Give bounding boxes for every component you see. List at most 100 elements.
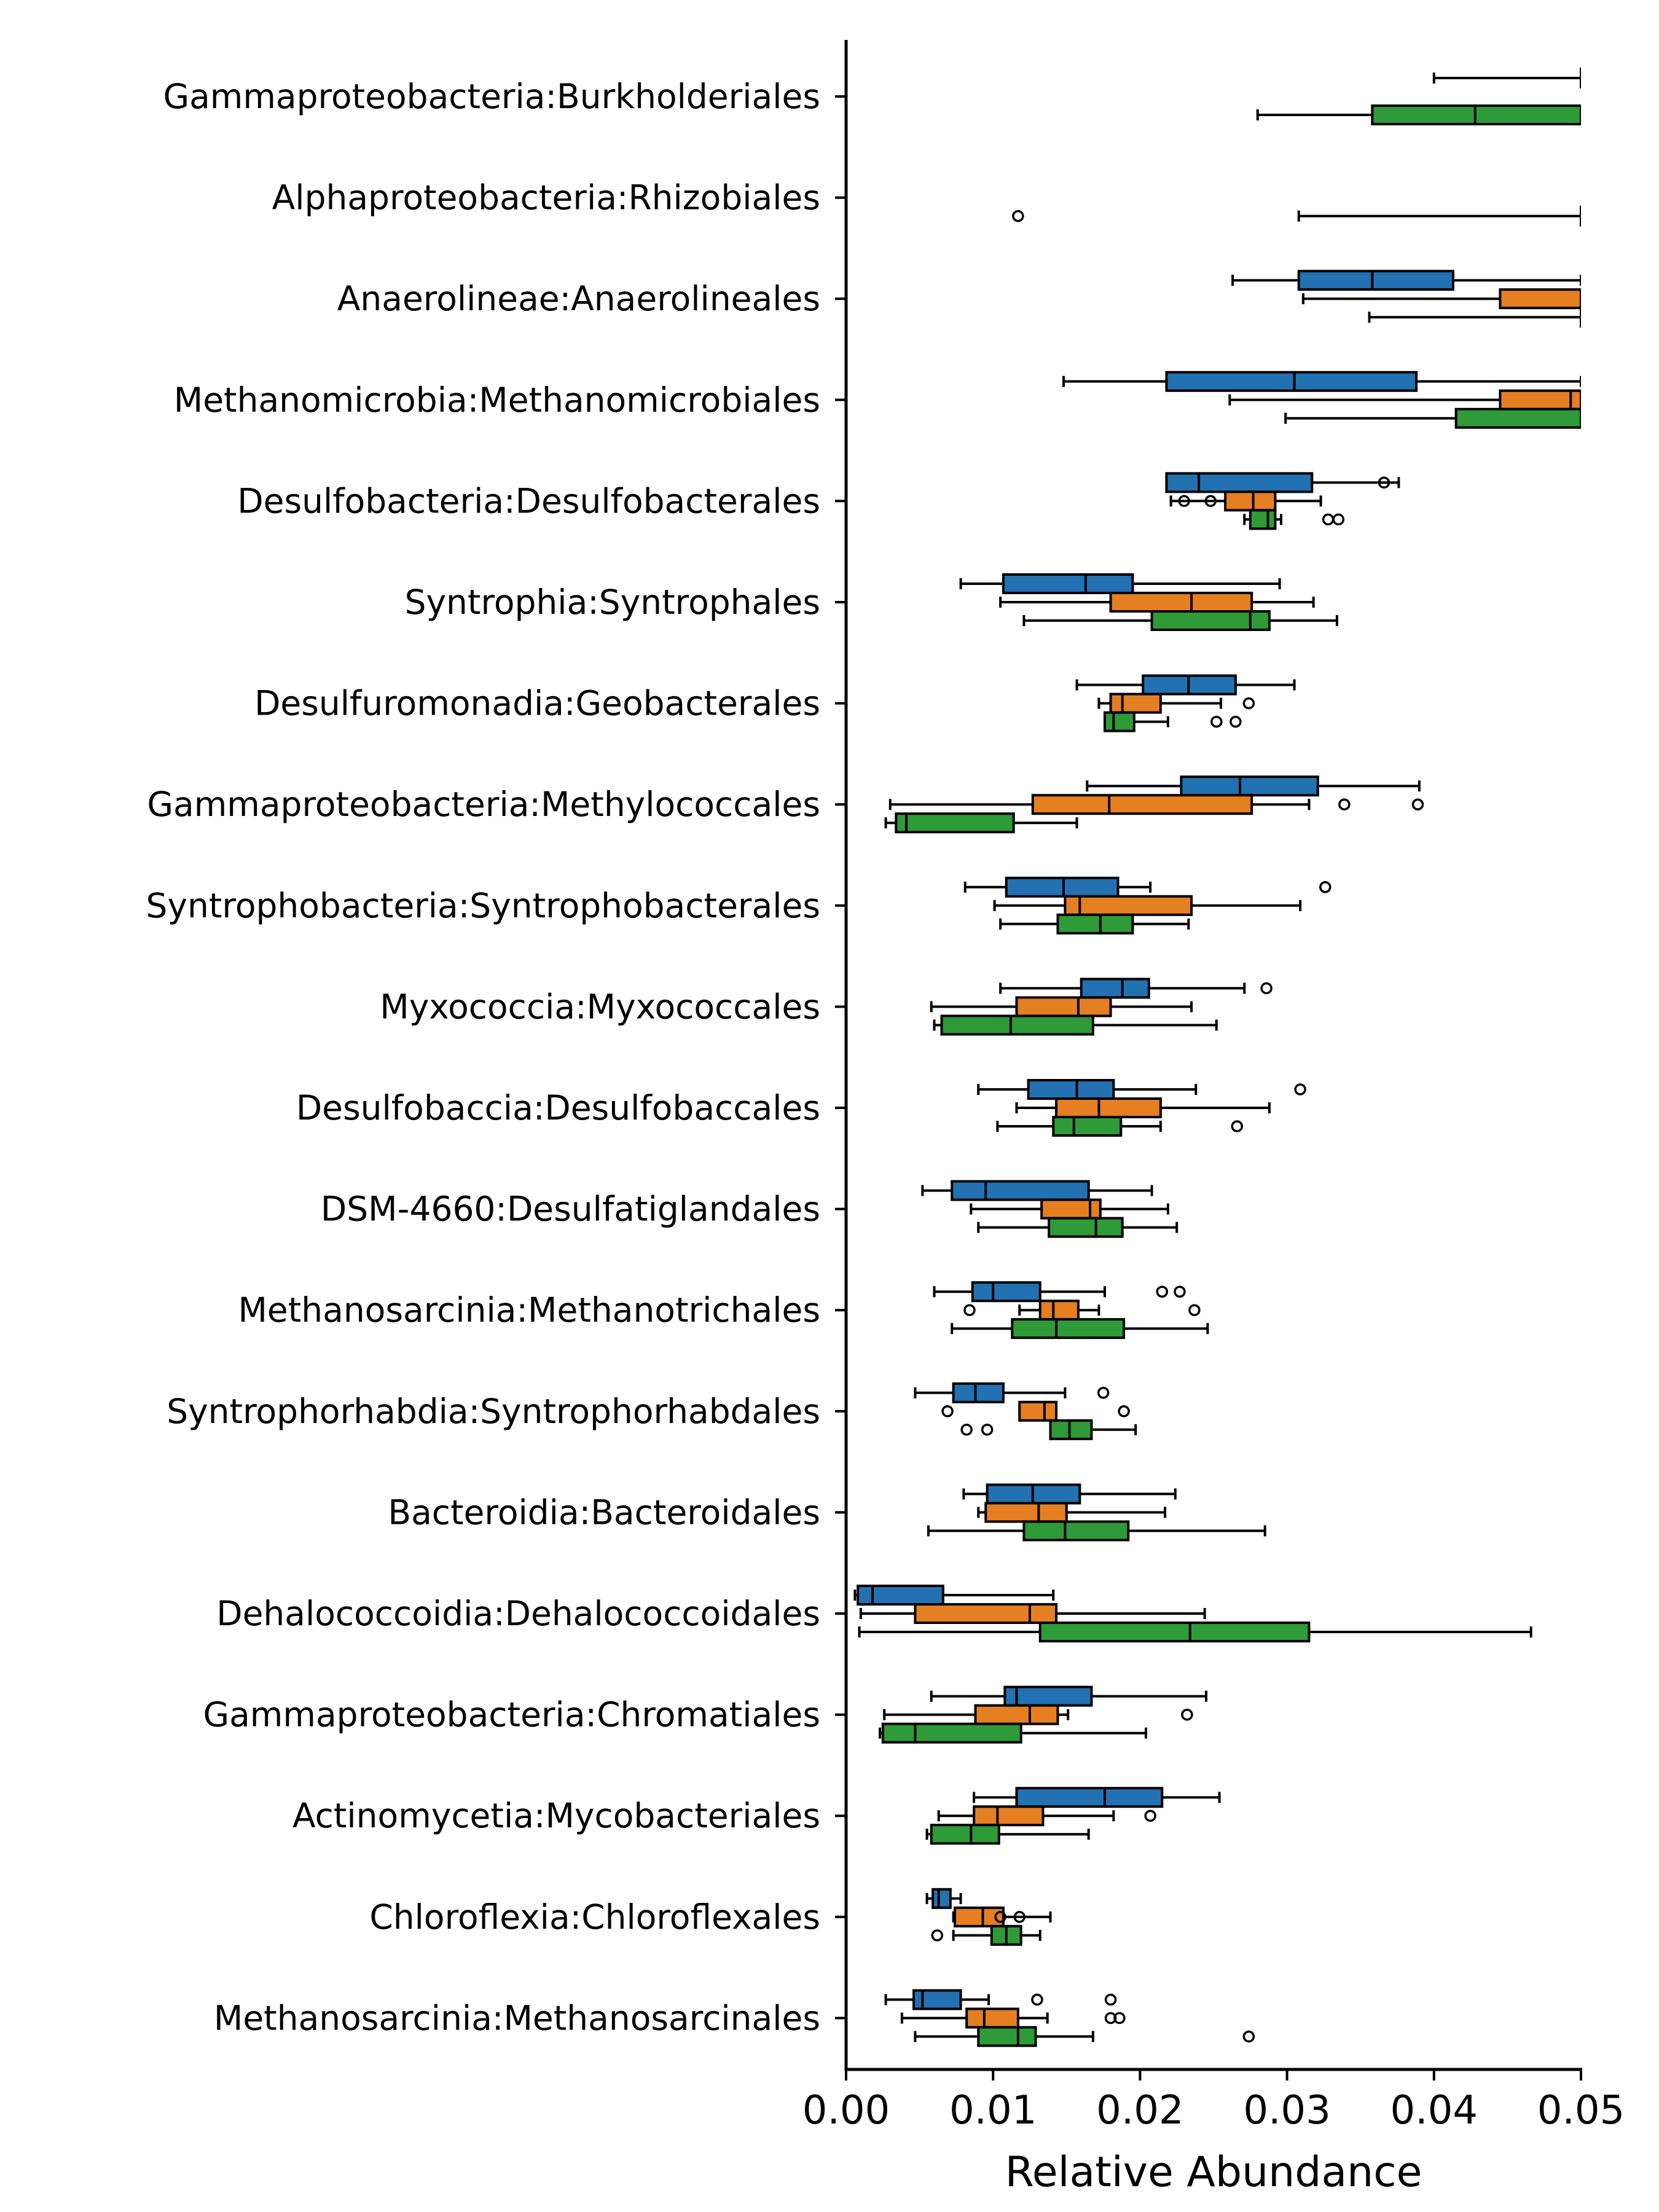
box [1049, 1419, 1093, 1440]
y-tick-label: Methanomicrobia:Methanomicrobiales [174, 380, 820, 420]
box [1150, 610, 1271, 631]
box [1109, 592, 1253, 613]
category-group [1075, 674, 1296, 732]
outlier-point [1338, 798, 1351, 810]
box [1224, 490, 1277, 512]
y-tick-label: Desulfobaccia:Desulfobaccales [296, 1088, 820, 1128]
outlier-point [1322, 513, 1335, 526]
box [881, 1722, 1022, 1744]
box [971, 1281, 1041, 1303]
category-group [879, 1685, 1208, 1744]
outlier-point [1231, 1120, 1244, 1132]
box [984, 1502, 1068, 1523]
box [940, 1014, 1094, 1036]
outlier-point [960, 1424, 973, 1436]
category-group [884, 775, 1424, 834]
y-tick-label: Gammaproteobacteria:Chromatiales [203, 1695, 820, 1735]
outlier-point [1230, 715, 1242, 728]
box [1015, 996, 1112, 1018]
outlier-point [1294, 1083, 1306, 1096]
box [974, 1704, 1059, 1725]
x-axis: 0.00 0.01 0.02 0.03 0.04 0.05 [802, 2068, 1625, 2133]
y-tick-label: Gammaproteobacteria:Burkholderiales [163, 77, 820, 116]
x-tick-label: 0.05 [1537, 2088, 1625, 2133]
x-tick-label: 0.00 [802, 2088, 890, 2133]
box [1580, 205, 1581, 227]
outlier-point [1204, 495, 1217, 508]
outlier-point [994, 1911, 1006, 1923]
box [1180, 775, 1319, 797]
box [1011, 1318, 1126, 1339]
category-group [921, 1180, 1179, 1238]
x-axis-label: Relative Abundance [1005, 2148, 1422, 2197]
category-group [853, 1585, 1532, 1642]
outlier-point [1178, 495, 1190, 508]
y-tick-label: DSM-4660:Desulfatiglandales [321, 1190, 820, 1229]
outlier-point [1031, 1993, 1043, 2006]
outlier-point [1411, 798, 1424, 810]
box [1249, 509, 1277, 530]
box [1055, 1097, 1162, 1118]
y-tick-label: Actinomycetia:Mycobacteriales [292, 1796, 820, 1835]
outlier-point [1188, 1304, 1201, 1316]
box [965, 2007, 1019, 2029]
box [1454, 407, 1581, 429]
outlier-point [1181, 1708, 1193, 1721]
box [973, 1805, 1045, 1827]
outlier-point [1144, 1810, 1156, 1822]
box [1002, 573, 1134, 594]
outlier-point [1174, 1285, 1186, 1298]
box [1015, 1787, 1164, 1808]
y-axis: Gammaproteobacteria:Burkholderiales Alpha… [146, 40, 848, 2071]
box [951, 1180, 1090, 1201]
outlier-point [1113, 2012, 1126, 2025]
category-group [925, 1787, 1221, 1845]
plot-marks [853, 68, 1581, 2047]
outlier-point [931, 1929, 944, 1942]
box [1371, 104, 1581, 125]
box [1580, 307, 1581, 328]
outlier-point [1013, 1911, 1026, 1923]
outlier-point [1210, 715, 1223, 728]
y-tick-label: Dehalococcoidia:Dehalococcoidales [216, 1594, 820, 1633]
box [1499, 389, 1581, 410]
outlier-point [1242, 697, 1255, 710]
box [1040, 1198, 1102, 1220]
box [1297, 270, 1454, 291]
y-tick-label: Syntrophobacteria:Syntrophobacterales [146, 886, 820, 925]
x-tick-label: 0.01 [949, 2088, 1037, 2133]
box [1022, 1520, 1130, 1542]
box [1064, 895, 1193, 916]
x-tick-label: 0.02 [1096, 2088, 1184, 2133]
outlier-point [1332, 513, 1345, 526]
outlier-point [981, 1424, 994, 1436]
category-group [1012, 205, 1581, 227]
plot-area [853, 68, 1581, 2047]
box [895, 812, 1015, 834]
box [912, 1989, 962, 2010]
outlier-point [1097, 1387, 1110, 1399]
box [1080, 978, 1150, 999]
box [1109, 692, 1162, 714]
y-tick-label: Gammaproteobacteria:Methylococcales [147, 785, 820, 824]
box [914, 1603, 1058, 1624]
box [1052, 1116, 1123, 1137]
box [930, 1824, 1000, 1845]
x-tick-label: 0.04 [1390, 2088, 1478, 2133]
box [1005, 876, 1120, 898]
category-group [963, 876, 1332, 935]
box [1165, 472, 1314, 493]
box [1003, 1685, 1093, 1707]
outlier-point [941, 1405, 954, 1418]
y-tick-label: Syntrophorhabdia:Syntrophorhabdales [167, 1392, 820, 1431]
y-tick-label: Anaerolineae:Anaerolineales [337, 279, 820, 318]
y-tick-label: Desulfuromonadia:Geobacterales [254, 684, 820, 723]
outlier-point [1012, 210, 1024, 222]
box [952, 1382, 1005, 1403]
box [1018, 1400, 1058, 1422]
y-tick-label: Desulfobacteria:Desulfobacterales [237, 481, 820, 520]
category-group [1256, 68, 1581, 125]
outlier-point [1156, 1285, 1169, 1298]
outlier-point [1378, 476, 1390, 489]
